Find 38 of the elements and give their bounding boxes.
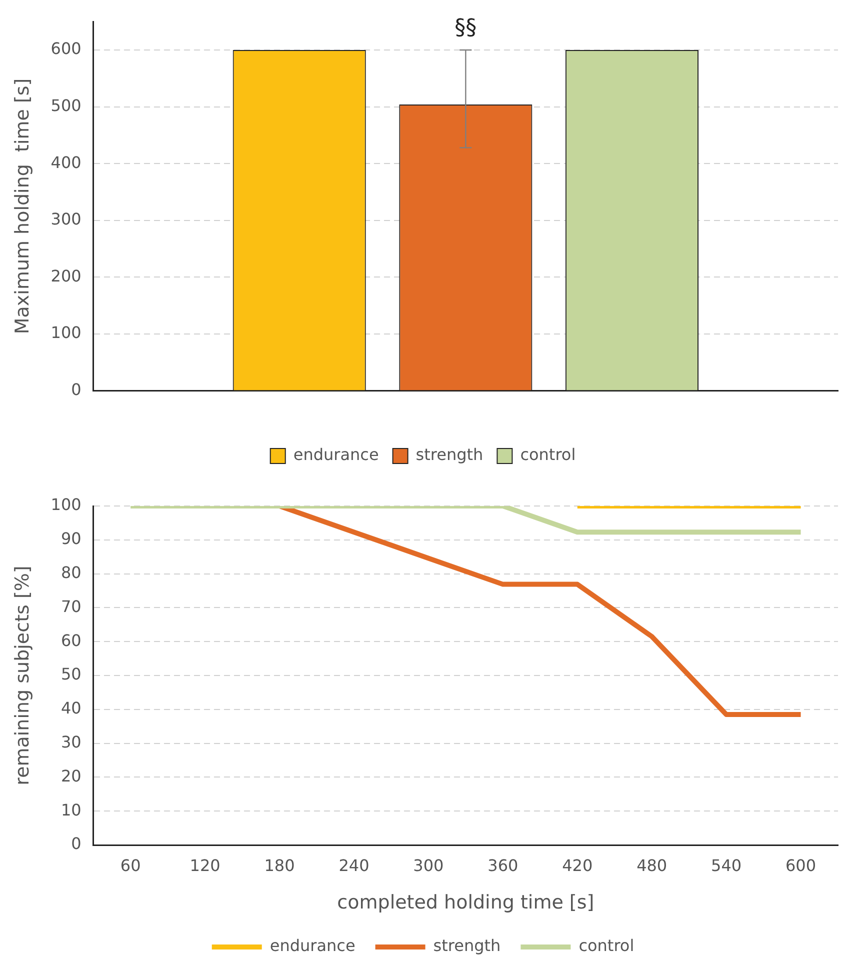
y-tick-label: 30 bbox=[60, 732, 82, 752]
y-tick-label: 100 bbox=[50, 495, 82, 514]
y-tick-label: 0 bbox=[71, 380, 82, 399]
x-tick-label: 60 bbox=[120, 856, 141, 875]
legend-label: strength bbox=[433, 936, 501, 956]
x-tick-label: 420 bbox=[562, 856, 593, 875]
x-tick-label: 300 bbox=[413, 856, 444, 875]
y-tick-label: 500 bbox=[50, 96, 82, 115]
legend-label: control bbox=[578, 936, 634, 956]
legend-label: endurance bbox=[293, 445, 379, 464]
x-tick-label: 540 bbox=[711, 856, 742, 875]
annotation: §§ bbox=[454, 15, 477, 40]
y-tick-label: 90 bbox=[60, 529, 82, 548]
y-tick-label: 10 bbox=[60, 800, 82, 820]
x-tick-label: 240 bbox=[338, 856, 370, 875]
y-tick-label: 600 bbox=[50, 39, 82, 58]
y-tick-label: 300 bbox=[50, 210, 82, 229]
y-axis-title: Maximum holding time [s] bbox=[11, 78, 34, 334]
y-tick-label: 50 bbox=[60, 664, 82, 684]
y-axis-title: remaining subjects [%] bbox=[11, 566, 34, 786]
y-tick-label: 0 bbox=[71, 834, 82, 854]
y-tick-label: 80 bbox=[60, 562, 82, 582]
legend-label: control bbox=[520, 445, 576, 464]
y-tick-label: 40 bbox=[60, 698, 82, 718]
x-tick-label: 480 bbox=[636, 856, 668, 875]
legend-label: endurance bbox=[270, 936, 356, 956]
y-tick-label: 100 bbox=[50, 323, 82, 342]
x-tick-label: 360 bbox=[488, 856, 518, 875]
y-tick-label: 200 bbox=[50, 266, 82, 286]
x-tick-label: 120 bbox=[190, 856, 220, 875]
x-axis-title: completed holding time [s] bbox=[337, 892, 594, 914]
y-tick-label: 400 bbox=[50, 152, 82, 172]
x-tick-label: 600 bbox=[785, 856, 816, 875]
x-tick-label: 180 bbox=[264, 856, 295, 875]
y-tick-label: 70 bbox=[60, 596, 82, 616]
y-tick-label: 60 bbox=[60, 630, 82, 650]
legend-label: strength bbox=[416, 445, 484, 464]
y-tick-label: 20 bbox=[60, 766, 82, 786]
